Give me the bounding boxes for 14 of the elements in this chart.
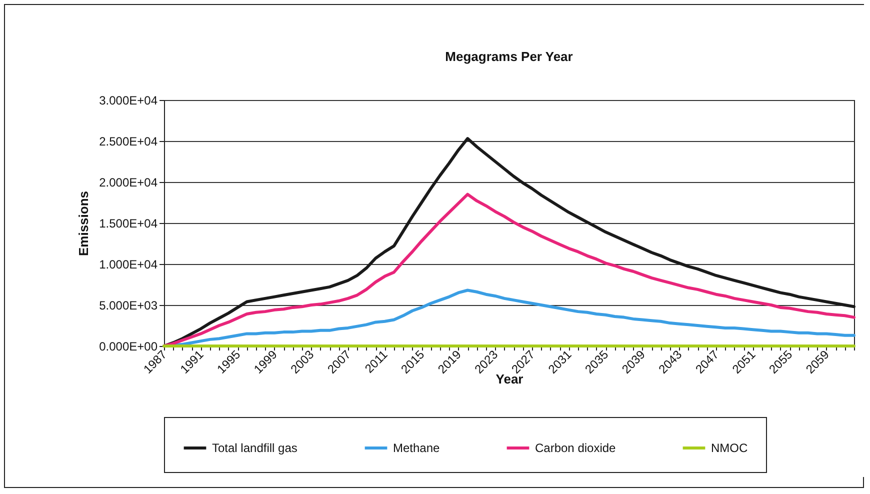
y-tick-label: 2.000E+04 [99,176,158,190]
y-tick-label: 3.000E+04 [99,94,158,108]
y-tick-label: 1.500E+04 [99,216,158,230]
y-tick-label: 0.000E+00 [99,340,158,354]
legend-label: Methane [393,441,440,455]
y-tick-label: 1.000E+04 [99,258,158,272]
y-tick-label: 2.500E+04 [99,134,158,148]
line-series [162,192,856,348]
legend-label: Total landfill gas [212,441,298,455]
legend-label: Carbon dioxide [535,441,616,455]
legend-label: NMOC [711,441,748,455]
chart-title: Megagrams Per Year [445,49,573,64]
y-tick-label: 5.000E+03 [99,298,158,312]
y-axis-title: Emissions [76,190,92,256]
